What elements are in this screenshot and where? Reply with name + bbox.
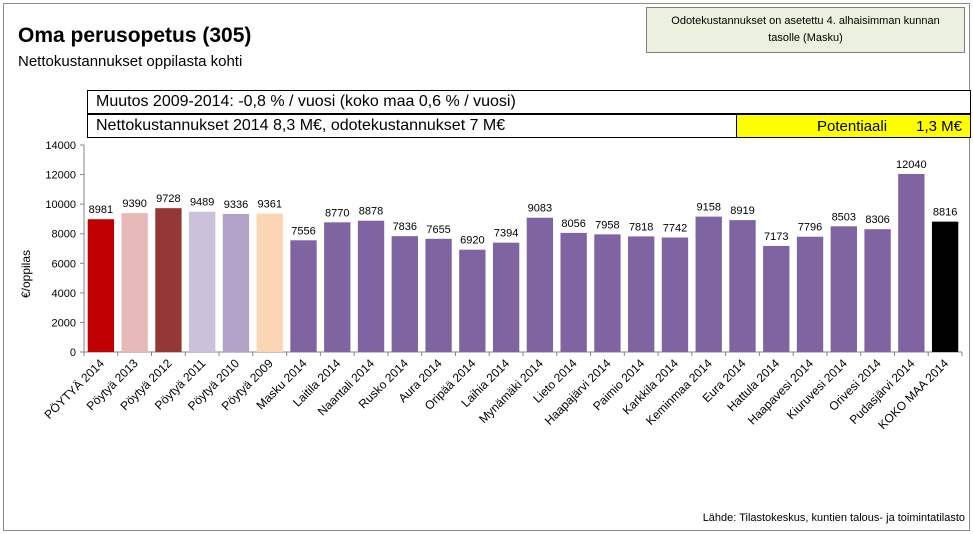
- bar: [830, 226, 857, 352]
- y-tick-label: 10000: [45, 199, 76, 211]
- bar: [155, 208, 182, 352]
- data-label: 7173: [764, 231, 788, 243]
- bar: [661, 237, 689, 352]
- cost-info-row: Nettokustannukset 2014 8,3 M€, odotekust…: [87, 114, 971, 138]
- data-label: 9336: [224, 199, 248, 211]
- bar: [459, 249, 486, 352]
- bar: [121, 213, 148, 352]
- bar: [290, 240, 317, 352]
- data-label: 9083: [528, 203, 552, 215]
- source-note: Lähde: Tilastokeskus, kuntien talous- ja…: [702, 512, 965, 524]
- data-label: 7742: [663, 223, 687, 235]
- bar: [864, 229, 891, 352]
- bar: [357, 220, 385, 352]
- y-tick-label: 14000: [45, 140, 76, 152]
- data-label: 7655: [426, 224, 450, 236]
- data-label: 8816: [933, 207, 957, 219]
- potential-value: 1,3 M€: [916, 118, 962, 135]
- bar: [324, 222, 351, 352]
- data-label: 7556: [291, 225, 315, 237]
- data-label: 8878: [359, 206, 383, 218]
- data-label: 7958: [595, 219, 619, 231]
- data-label: 9728: [156, 193, 180, 205]
- change-info-row: Muutos 2009-2014: -0,8 % / vuosi (koko m…: [87, 90, 971, 114]
- data-label: 8981: [89, 204, 113, 216]
- y-axis-label: €/oppilas: [19, 250, 33, 298]
- data-label: 9489: [190, 197, 214, 209]
- y-tick-label: 8000: [52, 229, 76, 241]
- bar: [492, 242, 520, 352]
- y-tick-label: 6000: [52, 258, 76, 270]
- note-line-1: Odotekustannukset on asetettu 4. alhaisi…: [671, 15, 940, 27]
- cost-text: Nettokustannukset 2014 8,3 M€, odotekust…: [96, 117, 506, 134]
- data-label: 8770: [325, 207, 349, 219]
- y-tick-label: 2000: [52, 317, 76, 329]
- page-title: Oma perusopetus (305): [18, 24, 252, 47]
- bar: [931, 221, 959, 352]
- data-label: 9390: [122, 198, 146, 210]
- data-label: 7818: [629, 221, 653, 233]
- bar: [729, 220, 756, 352]
- bar: [796, 236, 824, 352]
- bar: [763, 245, 790, 352]
- expected-cost-note: Odotekustannukset on asetettu 4. alhaisi…: [646, 7, 965, 53]
- bar: [526, 217, 554, 352]
- y-tick-label: 0: [70, 347, 76, 359]
- data-label: 8306: [865, 214, 889, 226]
- y-tick-label: 4000: [52, 288, 76, 300]
- data-label: 9158: [696, 202, 720, 214]
- bar: [695, 216, 722, 352]
- bar: [189, 211, 216, 352]
- data-label: 8503: [832, 211, 856, 223]
- data-label: 7394: [494, 228, 518, 240]
- data-label: 7796: [798, 222, 822, 234]
- data-label: 6920: [460, 235, 484, 247]
- bar: [425, 238, 452, 352]
- data-label: 7836: [393, 221, 417, 233]
- bar: [560, 232, 587, 352]
- bar: [628, 236, 655, 352]
- data-label: 12040: [896, 159, 927, 171]
- data-label: 9361: [257, 199, 281, 211]
- potential-box: Potentiaali 1,3 M€: [736, 115, 970, 137]
- note-line-2: tasolle (Masku): [768, 32, 843, 44]
- data-label: 8919: [730, 205, 754, 217]
- bar: [594, 234, 621, 352]
- bar: [87, 219, 115, 352]
- chart-bars: [87, 173, 959, 352]
- y-tick-label: 12000: [45, 170, 76, 182]
- chart-data-labels: 8981 9390 9728 9489 9336 9361 7556 8770 8878 7836…: [89, 159, 958, 247]
- bar: [222, 213, 250, 352]
- change-text: Muutos 2009-2014: -0,8 % / vuosi (koko m…: [96, 93, 516, 110]
- bar: [256, 213, 283, 352]
- page-subtitle: Nettokustannukset oppilasta kohti: [18, 53, 243, 70]
- bar: [898, 173, 925, 352]
- potential-label: Potentiaali: [817, 118, 888, 135]
- bar: [391, 236, 418, 352]
- data-label: 8056: [561, 218, 585, 230]
